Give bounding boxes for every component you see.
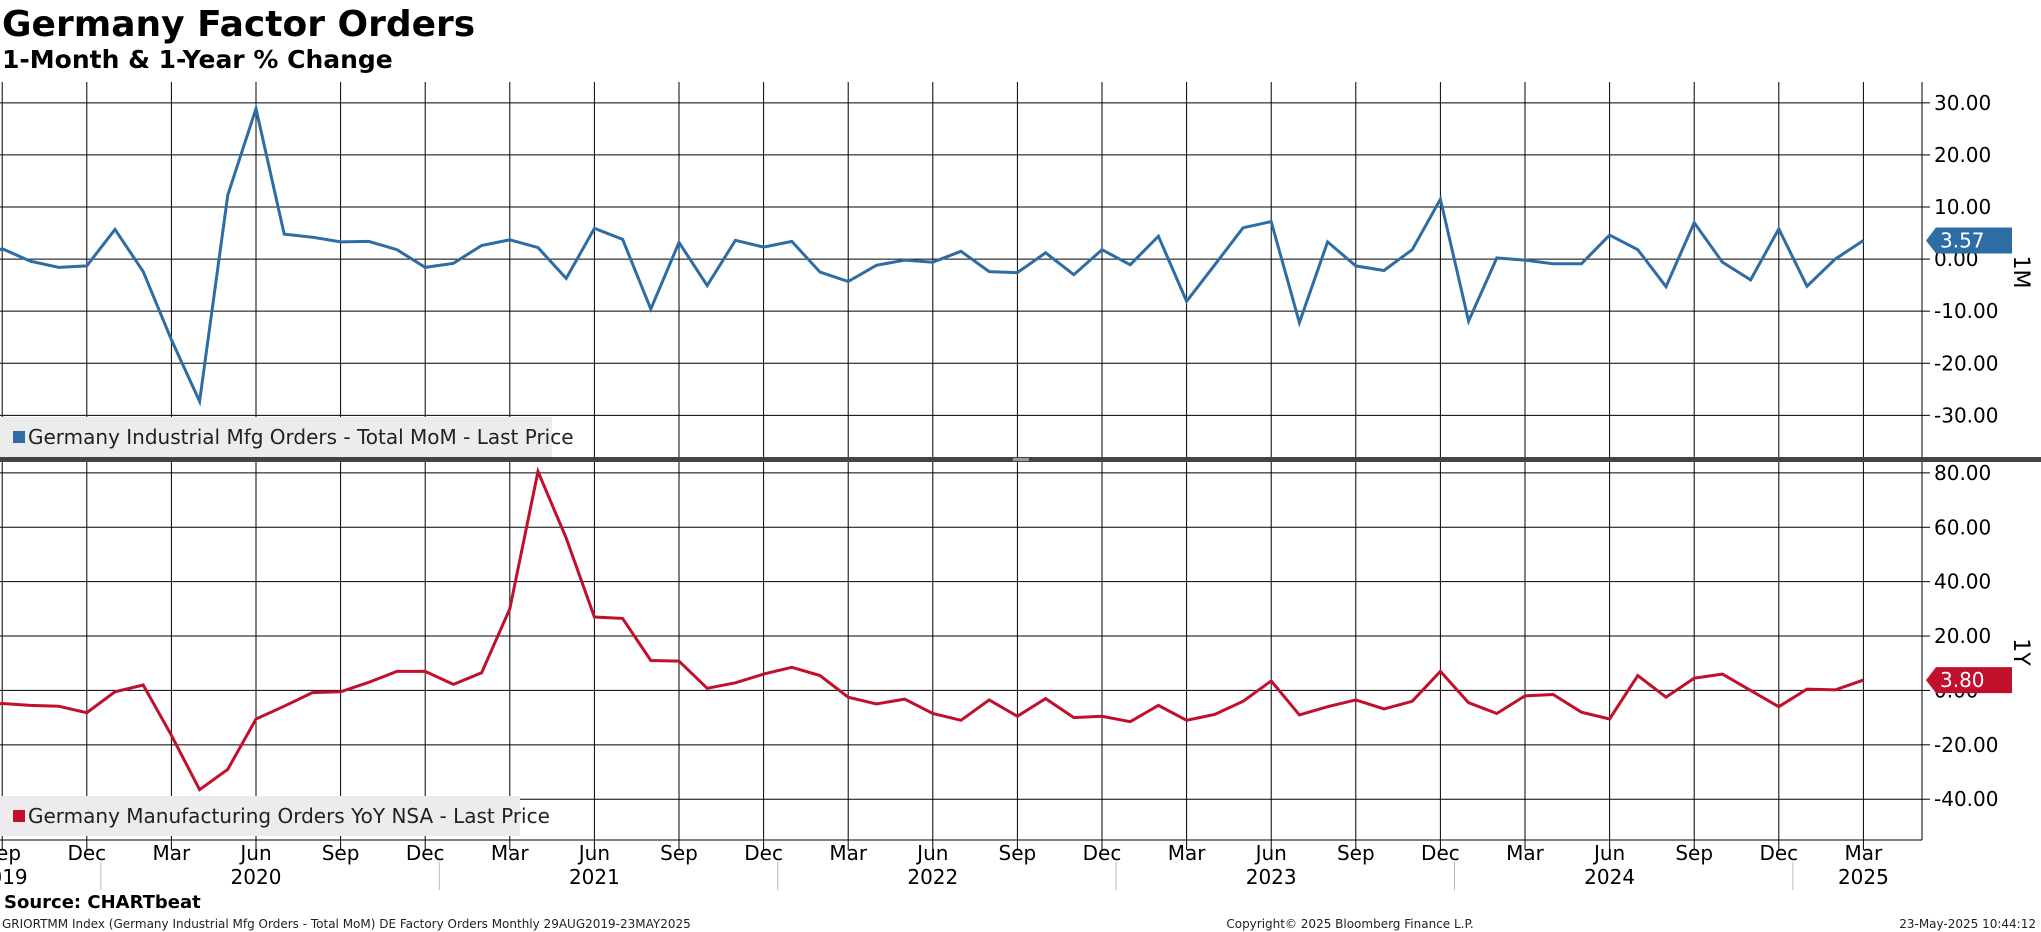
y-tick-label: -30.00 — [1934, 403, 1998, 427]
x-tick-label: Mar — [829, 841, 868, 865]
series-1y-axis-label: 1Y — [2008, 638, 2033, 666]
x-tick-label: Jun — [915, 841, 948, 865]
x-tick-label: Dec — [744, 841, 783, 865]
x-tick-label: Mar — [153, 841, 192, 865]
y-tick-label: 20.00 — [1934, 143, 1991, 167]
x-year-label: 2022 — [907, 865, 958, 889]
y-tick-label: 60.00 — [1934, 515, 1991, 539]
footer-series-info: GRIORTMM Index (Germany Industrial Mfg O… — [2, 917, 691, 931]
y-tick-label: -40.00 — [1934, 787, 1998, 811]
y-tick-label: -20.00 — [1934, 351, 1998, 375]
x-tick-label: Mar — [1845, 841, 1884, 865]
series-1y-legend-box — [0, 796, 520, 836]
x-tick-label: Dec — [1759, 841, 1798, 865]
x-tick-label: Dec — [67, 841, 106, 865]
panel-1m: 30.0020.0010.000.00-10.00-20.00-30.003.5… — [0, 82, 2033, 457]
x-year-label: 2024 — [1584, 865, 1635, 889]
x-tick-label: Sep — [0, 841, 21, 865]
x-tick-label: Dec — [406, 841, 445, 865]
x-year-label: 2021 — [569, 865, 620, 889]
series-1m-last-value-tag — [1926, 227, 2012, 254]
chart-title: Germany Factor Orders — [2, 4, 475, 45]
y-tick-label: 80.00 — [1934, 461, 1991, 485]
footer-copyright: Copyright© 2025 Bloomberg Finance L.P. — [1226, 917, 1473, 931]
x-tick-label: Dec — [1083, 841, 1122, 865]
y-tick-label: -10.00 — [1934, 299, 1998, 323]
x-tick-label: Jun — [238, 841, 271, 865]
x-tick-label: Jun — [577, 841, 610, 865]
series-1m-legend-swatch — [13, 431, 25, 443]
y-tick-label: 30.00 — [1934, 91, 1991, 115]
series-1m-axis-label: 1M — [2008, 256, 2033, 289]
series-1m-legend-box — [0, 417, 552, 457]
source-note: Source: CHARTbeat — [4, 892, 201, 913]
y-tick-label: 40.00 — [1934, 570, 1991, 594]
x-tick-label: Sep — [999, 841, 1037, 865]
series-1m-last-value-label: 3.57 — [1940, 228, 1985, 252]
chart-subtitle: 1-Month & 1-Year % Change — [2, 45, 393, 74]
x-tick-label: Sep — [1337, 841, 1375, 865]
series-1y-line — [0, 466, 1864, 792]
x-year-label: 2025 — [1838, 865, 1889, 889]
series-1y-last-value-label: 3.80 — [1940, 668, 1985, 692]
y-tick-label: 10.00 — [1934, 195, 1991, 219]
series-1m-legend-label: Germany Industrial Mfg Orders - Total Mo… — [28, 425, 574, 449]
series-1y-legend-swatch — [13, 810, 25, 822]
x-tick-label: Jun — [1254, 841, 1287, 865]
x-year-label: 2020 — [231, 865, 282, 889]
panel-1y: 80.0060.0040.0020.000.00-20.00-40.003.80… — [0, 461, 2033, 840]
x-tick-label: Mar — [1168, 841, 1207, 865]
x-tick-label: Mar — [1506, 841, 1545, 865]
series-1m-line — [0, 102, 1865, 407]
series-1y-legend-label: Germany Manufacturing Orders YoY NSA - L… — [28, 804, 550, 828]
panel-divider-grip[interactable] — [1013, 458, 1029, 461]
series-1y-last-value-tag — [1926, 667, 2012, 694]
y-tick-label: 20.00 — [1934, 624, 1991, 648]
x-tick-label: Sep — [1675, 841, 1713, 865]
x-axis: Sep Dec Mar Jun Sep Dec Mar Jun Sep Dec Mar Jun Sep D… — [0, 839, 1922, 890]
x-tick-label: Sep — [322, 841, 360, 865]
footer-timestamp: 23-May-2025 10:44:12 — [1899, 917, 2036, 931]
x-tick-label: Sep — [660, 841, 698, 865]
x-tick-label: Dec — [1421, 841, 1460, 865]
x-tick-label: Mar — [491, 841, 530, 865]
y-tick-label: -20.00 — [1934, 733, 1998, 757]
x-year-label: 2019 — [0, 865, 28, 889]
x-year-label: 2023 — [1246, 865, 1297, 889]
x-tick-label: Jun — [1592, 841, 1625, 865]
